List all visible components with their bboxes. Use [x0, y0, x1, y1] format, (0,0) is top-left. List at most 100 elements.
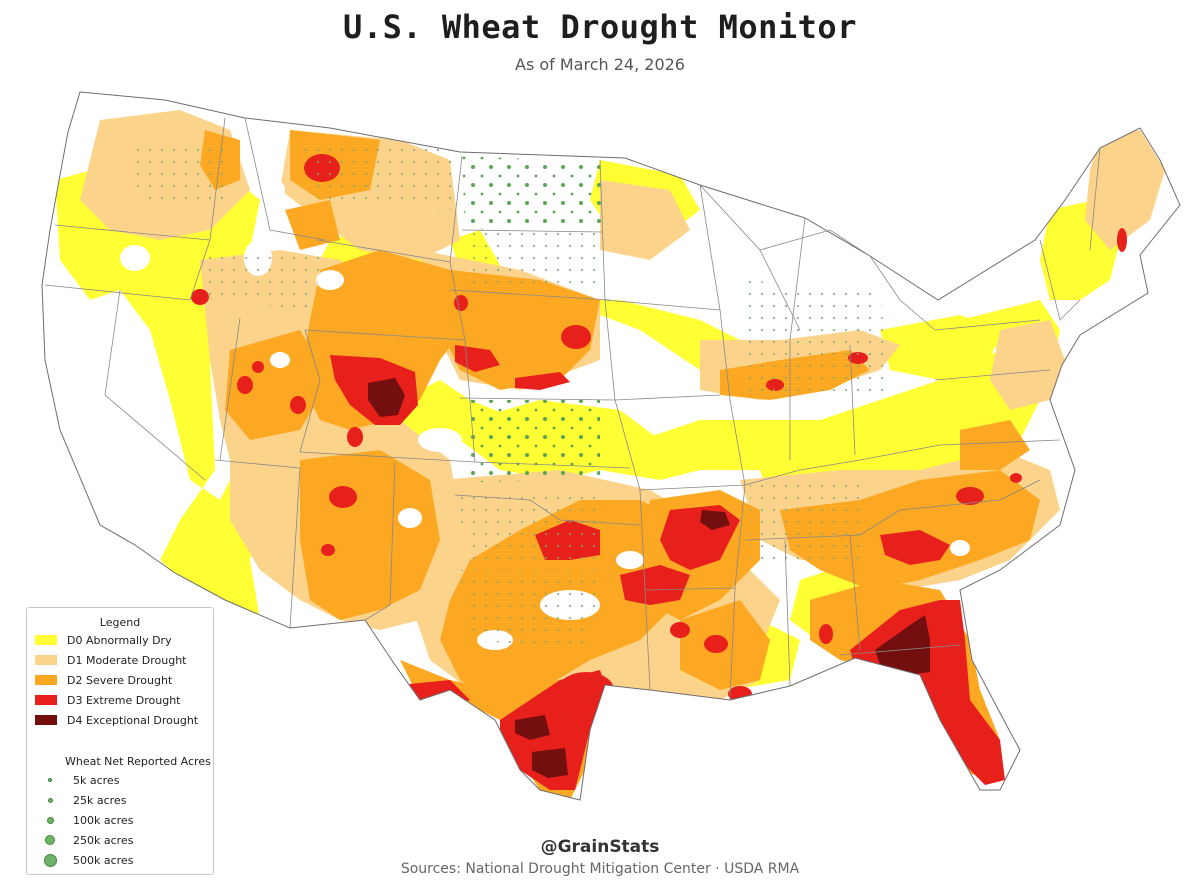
d3-nevada: [252, 361, 264, 373]
border-kansas-south: [474, 461, 631, 469]
no-drought-patch: [265, 180, 285, 200]
legend-swatch-d3: [35, 695, 57, 705]
d1-maine: [1085, 130, 1165, 250]
d3-utah-east: [290, 396, 306, 414]
border-arkansas-louisiana: [644, 587, 736, 591]
border-washington-oregon: [54, 224, 211, 241]
border-nevada-utah: [219, 317, 241, 461]
legend-acres-item-250k: 250k acres: [37, 832, 133, 848]
border-utah-arizona: [214, 459, 301, 469]
border-california-nevada: [104, 289, 206, 481]
d3-arkansas-small: [670, 622, 690, 638]
legend-item-d1: D1 Moderate Drought: [35, 652, 187, 668]
border-four-corners: [299, 329, 321, 453]
wheat-acreage-dots: [130, 140, 890, 650]
wheat-dots-midwest: [740, 280, 890, 400]
wheat-dots-texas: [460, 570, 600, 650]
us-outline: [41, 91, 1181, 801]
map-title: U.S. Wheat Drought Monitor: [343, 8, 857, 46]
no-drought-patch: [398, 508, 422, 528]
border-maine-new-hampshire: [1089, 147, 1101, 251]
no-drought-patch: [616, 551, 644, 569]
legend-acres-item-25k: 25k acres: [37, 792, 126, 808]
border-new-mexico-texas: [364, 461, 396, 621]
map-subtitle: As of March 24, 2026: [515, 55, 685, 74]
wheat-dots-kansas: [465, 400, 600, 482]
wheat-dots-south-dakota: [465, 230, 603, 290]
legend-item-d0: D0 Abnormally Dry: [35, 632, 172, 648]
border-pennsylvania-south: [934, 369, 1051, 381]
border-wisconsin-michigan: [759, 249, 801, 331]
legend-acres-label-500k: 500k acres: [73, 853, 134, 867]
legend-label-d1: D1 Moderate Drought: [67, 653, 187, 667]
border-oregon-california: [44, 284, 191, 301]
border-alabama-georgia: [849, 534, 861, 651]
border-arizona-new-mexico: [289, 467, 301, 629]
border-wyoming-north: [317, 239, 451, 263]
wheat-dots-oklahoma: [455, 495, 605, 560]
acres-bubble-500k: [43, 853, 57, 867]
d3-new-mexico-south: [321, 544, 335, 556]
border-nebraska-north: [449, 289, 611, 301]
border-colorado-south: [299, 451, 476, 463]
legend-label-d3: D3 Extreme Drought: [67, 693, 181, 707]
d2-idaho: [285, 200, 340, 250]
legend-title: Legend: [99, 616, 141, 629]
d4-arkansas: [700, 510, 730, 530]
legend-acres-item-5k: 5k acres: [37, 772, 119, 788]
acres-bubble-100k: [46, 816, 54, 824]
legend-swatch-d2: [35, 675, 57, 685]
legend: Legend D0 Abnormally Dry D1 Moderate Dro…: [26, 607, 214, 875]
border-mississippi-alabama: [784, 539, 791, 687]
d3-north-carolina: [880, 530, 950, 565]
d3-idaho: [191, 289, 209, 305]
d3-alabama: [704, 635, 728, 653]
legend-swatch-d0: [35, 635, 57, 645]
d3-virginia: [1010, 473, 1022, 483]
acres-bubble-5k: [48, 778, 52, 782]
d4-florida-panhandle: [875, 615, 930, 675]
d3-maine: [1117, 228, 1127, 252]
d3-utah: [237, 376, 253, 394]
border-indiana-ohio: [849, 344, 856, 456]
border-kansas-north: [459, 397, 616, 401]
d2-virginia: [960, 420, 1030, 470]
no-drought-patch: [735, 240, 765, 260]
acres-bubble-250k: [45, 835, 55, 845]
wheat-dots-montana: [300, 140, 455, 210]
d3-nebraska-sandhills: [454, 295, 468, 311]
author-handle: @GrainStats: [540, 837, 660, 857]
d4-south-texas: [515, 715, 550, 740]
wheat-dots-mid-south: [750, 480, 860, 560]
d3-new-mexico: [329, 486, 357, 508]
acres-bubble-25k: [47, 797, 53, 803]
border-carolinas: [899, 479, 1041, 511]
border-idaho-montana: [244, 117, 326, 241]
border-new-york-pennsylvania: [934, 319, 1041, 331]
legend-acres-item-100k: 100k acres: [37, 812, 133, 828]
d4-south-texas-deep: [532, 748, 568, 778]
legend-item-d3: D3 Extreme Drought: [35, 692, 181, 708]
no-drought-patches: [120, 180, 970, 650]
border-mississippi-river: [699, 184, 746, 701]
wheat-dots-north-dakota: [462, 156, 605, 230]
legend-acres-label-25k: 25k acres: [73, 793, 127, 807]
border-tennessee-south: [744, 509, 901, 541]
d4-colorado: [368, 378, 405, 417]
legend-label-d0: D0 Abnormally Dry: [67, 633, 172, 647]
no-drought-patch: [950, 540, 970, 556]
legend-acres-label-250k: 250k acres: [73, 833, 134, 847]
legend-acres-title: Wheat Net Reported Acres: [65, 755, 211, 768]
border-new-england: [1039, 239, 1081, 321]
border-ohio-river: [744, 444, 941, 486]
border-western-plains-east: [599, 159, 651, 691]
d4-exceptional-drought-regions: [368, 378, 930, 778]
border-great-lakes: [699, 184, 936, 331]
legend-acres-label-5k: 5k acres: [73, 773, 120, 787]
border-minnesota-iowa: [604, 299, 721, 311]
border-idaho-west: [189, 117, 226, 301]
d3-kansas: [515, 372, 570, 390]
no-drought-patch: [316, 270, 344, 290]
legend-swatch-d1: [35, 655, 57, 665]
d3-georgia: [819, 624, 833, 644]
